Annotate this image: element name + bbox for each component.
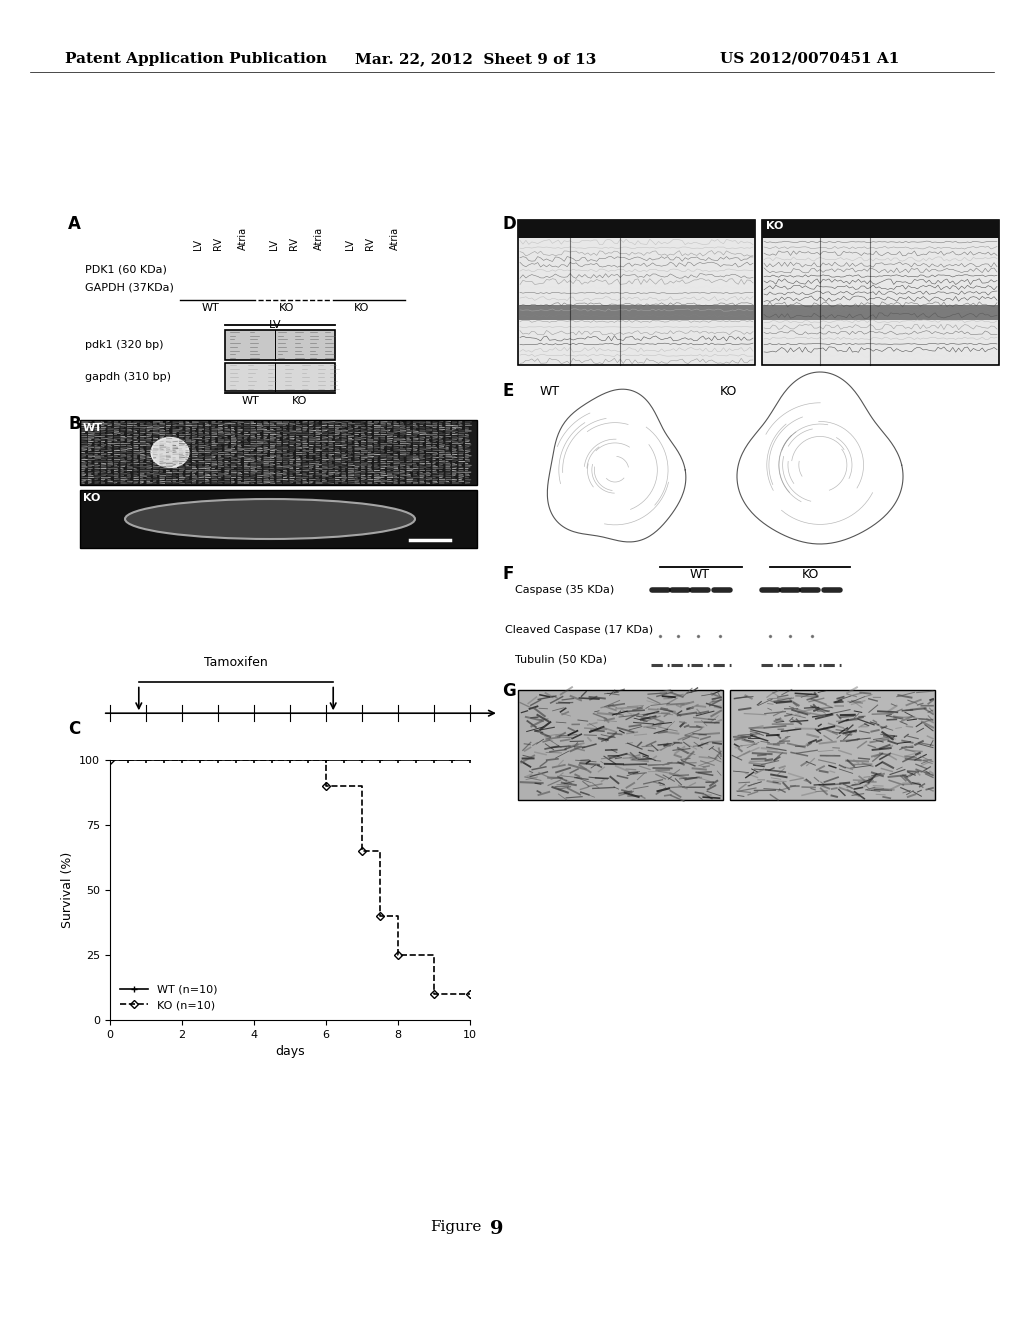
Text: WT: WT xyxy=(241,396,259,407)
X-axis label: days: days xyxy=(275,1045,305,1059)
Text: Patent Application Publication: Patent Application Publication xyxy=(65,51,327,66)
Text: gapdh (310 bp): gapdh (310 bp) xyxy=(85,372,171,381)
Bar xyxy=(762,220,999,238)
Text: KO: KO xyxy=(292,396,307,407)
Text: RV: RV xyxy=(365,238,375,249)
Text: 9: 9 xyxy=(490,1220,504,1238)
Text: B: B xyxy=(68,414,81,433)
Text: Atria: Atria xyxy=(238,227,248,249)
Bar xyxy=(518,220,755,366)
Text: KO: KO xyxy=(354,304,370,313)
Text: WT: WT xyxy=(201,304,219,313)
Bar xyxy=(518,305,755,319)
Text: Caspase (35 KDa): Caspase (35 KDa) xyxy=(515,585,614,595)
Text: US 2012/0070451 A1: US 2012/0070451 A1 xyxy=(720,51,899,66)
Bar xyxy=(762,220,999,366)
Text: Tubulin (50 KDa): Tubulin (50 KDa) xyxy=(515,655,607,665)
Text: KO: KO xyxy=(766,220,783,231)
Text: D: D xyxy=(502,215,516,234)
Text: Tamoxifen: Tamoxifen xyxy=(204,656,268,669)
Text: Atria: Atria xyxy=(390,227,400,249)
Text: G: G xyxy=(502,682,516,700)
Bar xyxy=(762,305,999,319)
Bar xyxy=(518,220,755,238)
Text: LV: LV xyxy=(269,239,279,249)
Text: KO: KO xyxy=(83,492,100,503)
Text: Mar. 22, 2012  Sheet 9 of 13: Mar. 22, 2012 Sheet 9 of 13 xyxy=(355,51,596,66)
Y-axis label: Survival (%): Survival (%) xyxy=(60,851,74,928)
Text: GAPDH (37KDa): GAPDH (37KDa) xyxy=(85,282,174,292)
Text: Figure: Figure xyxy=(430,1220,481,1234)
Bar xyxy=(518,690,723,800)
Text: F: F xyxy=(502,565,513,583)
Legend: WT (n=10), KO (n=10): WT (n=10), KO (n=10) xyxy=(116,979,221,1015)
Text: LV: LV xyxy=(268,319,282,330)
Text: WT: WT xyxy=(540,385,560,399)
Ellipse shape xyxy=(151,437,189,467)
Text: KO: KO xyxy=(802,568,818,581)
Text: WT: WT xyxy=(83,422,103,433)
Bar xyxy=(80,420,477,484)
Text: Cleaved Caspase (17 KDa): Cleaved Caspase (17 KDa) xyxy=(505,624,653,635)
Text: A: A xyxy=(68,215,81,234)
Text: KO: KO xyxy=(720,385,737,399)
Text: RV: RV xyxy=(213,238,223,249)
Text: PDK1 (60 KDa): PDK1 (60 KDa) xyxy=(85,265,167,275)
Text: C: C xyxy=(68,719,80,738)
Bar xyxy=(730,690,935,800)
Text: RV: RV xyxy=(289,238,299,249)
Text: pdk1 (320 bp): pdk1 (320 bp) xyxy=(85,341,164,350)
Bar xyxy=(80,490,477,548)
Text: WT: WT xyxy=(690,568,710,581)
Bar xyxy=(225,330,335,360)
Text: LV: LV xyxy=(193,239,203,249)
Ellipse shape xyxy=(125,499,415,539)
Text: Atria: Atria xyxy=(314,227,324,249)
Bar xyxy=(225,363,335,391)
Text: KO: KO xyxy=(280,304,295,313)
Text: LV: LV xyxy=(345,239,355,249)
Text: E: E xyxy=(502,381,513,400)
